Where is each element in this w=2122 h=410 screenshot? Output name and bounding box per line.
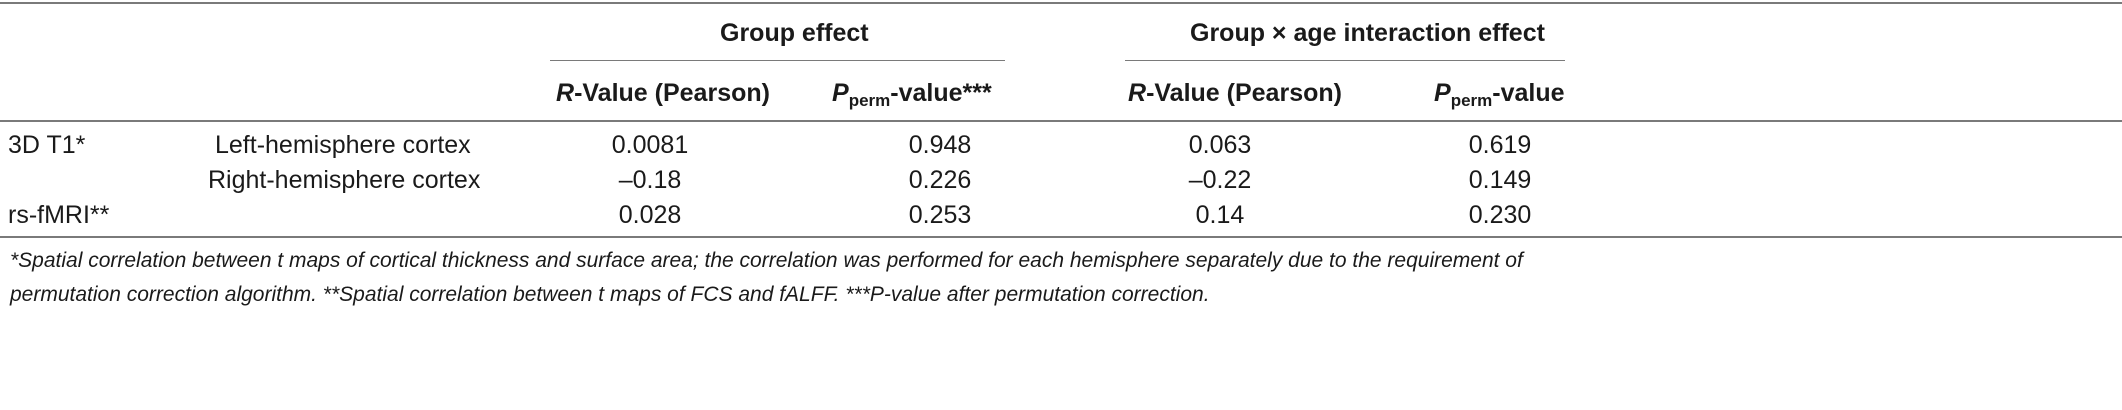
header-bottom-rule xyxy=(0,120,2122,122)
row3-inter-r: 0.14 xyxy=(1195,201,1245,229)
p-letter: P xyxy=(832,79,849,107)
row2-inter-r: –0.22 xyxy=(1188,166,1252,194)
row1-inter-p: 0.619 xyxy=(1468,131,1532,159)
table-bottom-rule xyxy=(0,236,2122,238)
r-letter: R xyxy=(1128,79,1147,107)
row3-group-p: 0.253 xyxy=(908,201,972,229)
row3-modality: rs-fMRI** xyxy=(8,201,110,229)
row1-region: Left-hemisphere cortex xyxy=(215,131,471,159)
r-rest: -Value (Pearson) xyxy=(1146,79,1342,107)
interaction-r-value-header: R-Value (Pearson) xyxy=(1128,78,1342,108)
table-top-rule xyxy=(0,2,2122,4)
r-letter: R xyxy=(556,79,575,107)
p-suffix: -value*** xyxy=(890,79,992,107)
row1-modality: 3D T1* xyxy=(8,131,86,159)
interaction-effect-header: Group × age interaction effect xyxy=(1190,19,1545,47)
row3-group-r: 0.028 xyxy=(618,201,682,229)
group-effect-underline xyxy=(550,60,1005,61)
row1-inter-r: 0.063 xyxy=(1188,131,1252,159)
footnote-line-2: permutation correction algorithm. **Spat… xyxy=(10,283,1210,306)
row1-group-p: 0.948 xyxy=(908,131,972,159)
p-subscript: perm xyxy=(1450,91,1493,110)
p-letter: P xyxy=(1434,79,1451,107)
footnote-line-1: *Spatial correlation between t maps of c… xyxy=(10,249,1523,272)
group-effect-header: Group effect xyxy=(720,19,869,47)
interaction-p-value-header: Pperm-value xyxy=(1434,78,1565,110)
row2-inter-p: 0.149 xyxy=(1468,166,1532,194)
row2-region: Right-hemisphere cortex xyxy=(208,166,481,194)
row2-group-p: 0.226 xyxy=(908,166,972,194)
row1-group-r: 0.0081 xyxy=(611,131,689,159)
interaction-effect-underline xyxy=(1125,60,1565,61)
group-p-value-header: Pperm-value*** xyxy=(832,78,992,110)
row2-group-r: –0.18 xyxy=(618,166,682,194)
group-r-value-header: R-Value (Pearson) xyxy=(556,78,770,108)
row3-inter-p: 0.230 xyxy=(1468,201,1532,229)
r-rest: -Value (Pearson) xyxy=(574,79,770,107)
p-suffix: -value xyxy=(1492,79,1565,107)
p-subscript: perm xyxy=(848,91,891,110)
